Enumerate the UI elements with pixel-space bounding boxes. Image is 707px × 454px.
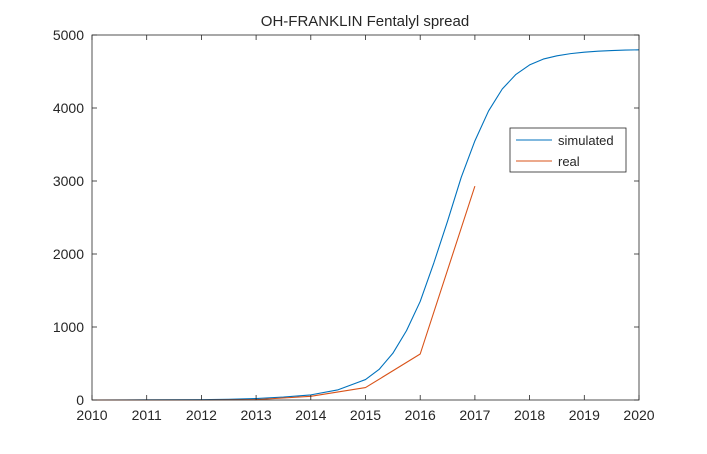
y-tick-label: 4000	[53, 100, 84, 116]
x-tick-label: 2017	[459, 407, 490, 423]
series-line-simulated	[91, 49, 640, 401]
legend-label-simulated: simulated	[558, 133, 614, 148]
y-tick-label: 0	[76, 392, 84, 408]
x-tick-label: 2020	[623, 407, 654, 423]
chart-title: OH-FRANKLIN Fentalyl spread	[261, 13, 469, 30]
y-axis: 0 1000 2000 3000 4000 5000	[53, 27, 639, 408]
x-tick-label: 2013	[241, 407, 272, 423]
x-tick-label: 2014	[295, 407, 326, 423]
x-tick-label: 2015	[350, 407, 381, 423]
y-tick-label: 3000	[53, 173, 84, 189]
legend: simulated real	[509, 127, 627, 173]
x-tick-label: 2010	[76, 407, 107, 423]
x-tick-label: 2016	[405, 407, 436, 423]
plot-area	[92, 35, 639, 400]
x-tick-label: 2011	[132, 407, 162, 423]
x-tick-label: 2018	[514, 407, 545, 423]
y-tick-label: 5000	[53, 27, 84, 43]
y-tick-label: 2000	[53, 246, 84, 262]
x-tick-label: 2012	[186, 407, 217, 423]
legend-box	[509, 127, 627, 173]
x-tick-label: 2019	[569, 407, 600, 423]
y-tick-label: 1000	[53, 319, 84, 335]
legend-label-real: real	[558, 154, 580, 169]
x-axis: 2010 2011 2012 2013 2014 2015 2016 2017 2018 2019…	[76, 35, 655, 423]
